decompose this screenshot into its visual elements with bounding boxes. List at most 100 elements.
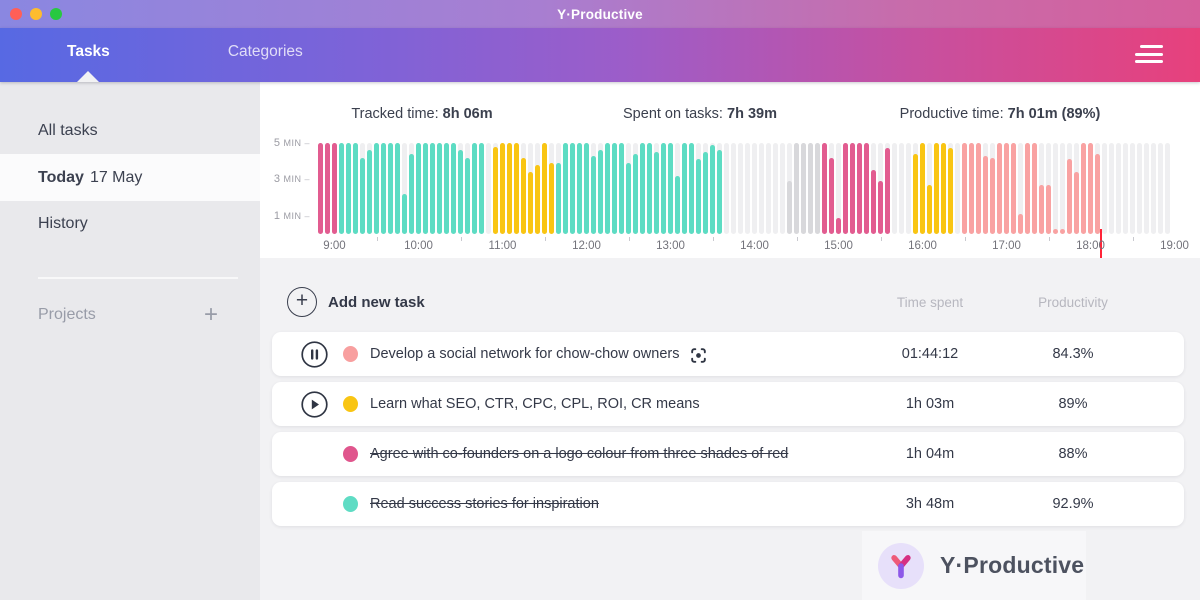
tasks-area: + Add new task Time spent Productivity D… [260, 258, 1200, 600]
traffic-lights [10, 8, 62, 20]
chart-bar [598, 143, 603, 234]
chart-bar [1067, 143, 1072, 234]
chart-bar [1046, 143, 1051, 234]
task-list: Develop a social network for chow-chow o… [272, 332, 1184, 532]
zoom-button[interactable] [50, 8, 62, 20]
chart-bar [479, 143, 484, 234]
chart-bar [318, 143, 323, 234]
titlebar: Y·Productive [0, 0, 1200, 28]
chart-bar [1018, 143, 1023, 234]
today-date: 17 May [89, 168, 143, 186]
chart-bar [780, 143, 785, 234]
chart-bar [353, 143, 358, 234]
projects-label[interactable]: Projects [38, 306, 96, 323]
chart-bar [584, 143, 589, 234]
x-axis-label: 19:00 [1160, 240, 1189, 252]
chart-bar [472, 143, 477, 234]
focus-mode-icon[interactable] [689, 346, 708, 365]
hamburger-menu-icon[interactable] [1135, 45, 1163, 63]
task-productivity: 89% [1058, 396, 1088, 412]
chart-bar [871, 143, 876, 234]
chart-bar [346, 143, 351, 234]
chart-bar [1102, 143, 1107, 234]
task-row[interactable]: Develop a social network for chow-chow o… [272, 332, 1184, 376]
chart-bar [514, 143, 519, 234]
task-row[interactable]: Read success stories for inspiration 3h 4… [272, 482, 1184, 526]
chart-bar [1088, 143, 1093, 234]
task-row[interactable]: Learn what SEO, CTR, CPC, CPL, ROI, CR m… [272, 382, 1184, 426]
task-category-dot [343, 396, 358, 412]
chart-bar [556, 143, 561, 234]
chart-bar [745, 143, 750, 234]
pause-button[interactable] [301, 340, 328, 368]
chart-bar [850, 143, 855, 234]
x-axis-label: 11:00 [488, 240, 517, 252]
tab-categories[interactable]: Categories [227, 43, 303, 60]
chart-bar [1137, 143, 1142, 234]
chart-bar [500, 143, 505, 234]
x-axis-label: 13:00 [656, 240, 685, 252]
chart-bar [724, 143, 729, 234]
brand-logo-icon [878, 542, 924, 589]
chart-bar [906, 143, 911, 234]
task-category-dot [343, 446, 358, 462]
x-axis-tick [460, 237, 462, 241]
x-axis-tick [880, 237, 882, 241]
task-title: Learn what SEO, CTR, CPC, CPL, ROI, CR m… [370, 396, 700, 412]
chart-bar [493, 143, 498, 234]
chart-bar [920, 143, 925, 234]
x-axis-label: 15:00 [824, 240, 853, 252]
chart-bar [976, 143, 981, 234]
chart-bar [941, 143, 946, 234]
chart-bar [591, 143, 596, 234]
add-new-task-button[interactable]: + Add new task [287, 287, 425, 317]
chart-bar [1011, 143, 1016, 234]
chart-bar [570, 143, 575, 234]
task-category-dot [343, 496, 358, 512]
sidebar-item-all-tasks[interactable]: All tasks [38, 122, 98, 139]
chart-bar [1151, 143, 1156, 234]
x-axis-tick [1132, 237, 1134, 241]
column-header-time-spent: Time spent [896, 294, 964, 310]
tab-tasks[interactable]: Tasks [67, 43, 110, 60]
minimize-button[interactable] [30, 8, 42, 20]
navbar: Tasks Categories [0, 28, 1200, 82]
plus-icon: + [287, 287, 317, 317]
chart-bar [1025, 143, 1030, 234]
play-button[interactable] [301, 390, 328, 418]
chart-bar [787, 143, 792, 234]
add-project-button[interactable]: + [203, 301, 218, 328]
stat-productive-time: Productive time: 7h 01m (89%) [899, 106, 1101, 122]
chart-bar [1039, 143, 1044, 234]
task-category-dot [343, 346, 358, 362]
close-button[interactable] [10, 8, 22, 20]
chart-bar [885, 143, 890, 234]
x-axis-label: 17:00 [992, 240, 1021, 252]
chart-bar [794, 143, 799, 234]
sidebar-item-today[interactable]: Today 17 May [0, 154, 260, 201]
chart-bar [444, 143, 449, 234]
chart-bar [913, 143, 918, 234]
x-axis-label: 16:00 [908, 240, 937, 252]
chart-bar [409, 143, 414, 234]
chart-bar [1081, 143, 1086, 234]
task-productivity: 88% [1058, 446, 1088, 462]
x-axis-tick [544, 237, 546, 241]
chart-bar [969, 143, 974, 234]
chart-bar [1074, 143, 1079, 234]
chart-bar [857, 143, 862, 234]
chart-bar [633, 143, 638, 234]
main-content: Tracked time: 8h 06m Spent on tasks: 7h … [260, 82, 1200, 600]
task-time-spent: 1h 04m [905, 446, 955, 462]
sidebar-item-history[interactable]: History [38, 215, 88, 232]
active-tab-pointer [77, 71, 99, 82]
chart-bar [395, 143, 400, 234]
chart-bar [430, 143, 435, 234]
task-row[interactable]: Agree with co-founders on a logo colour … [272, 432, 1184, 476]
chart-bar [612, 143, 617, 234]
chart-bar [899, 143, 904, 234]
chart-bar [647, 143, 652, 234]
chart-bar [1116, 143, 1121, 234]
chart-bar [934, 143, 939, 234]
